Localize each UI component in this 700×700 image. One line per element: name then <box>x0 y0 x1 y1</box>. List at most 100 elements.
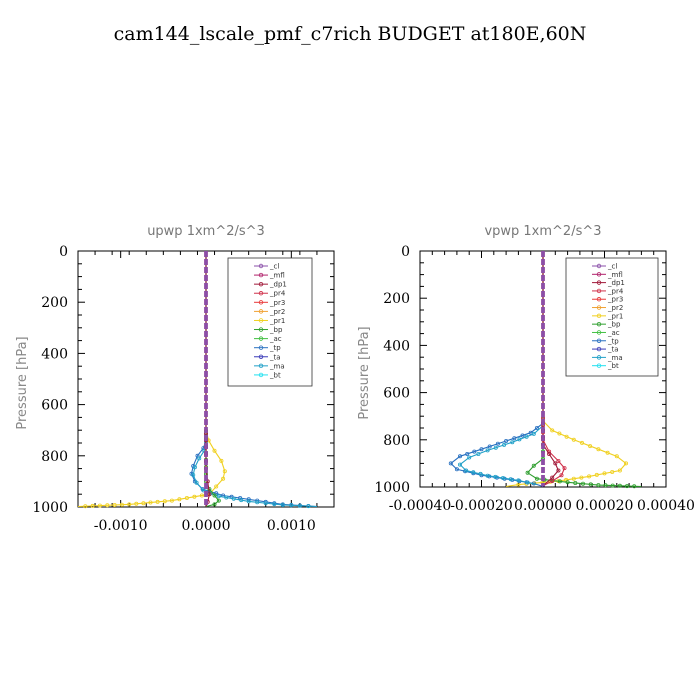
series-marker-pr1 <box>97 503 102 508</box>
series-marker-pr4 <box>559 473 564 478</box>
series-marker-ma <box>289 503 294 508</box>
x-tick-label: -0.00020 <box>450 498 513 514</box>
legend-label: _cl <box>607 263 617 271</box>
series-marker-bp <box>557 479 562 484</box>
legend-marker <box>258 272 264 278</box>
x-tick-label: -0.00040 <box>389 498 452 514</box>
x-tick-label: -0.0010 <box>94 518 148 534</box>
series-marker-ma <box>517 437 522 442</box>
series-marker-ma <box>231 496 236 501</box>
legend-box <box>565 257 659 377</box>
series-marker-pr1 <box>105 503 110 508</box>
legend-label: _bp <box>269 326 283 334</box>
series-marker-ma <box>201 488 206 493</box>
y-tick-label: 600 <box>383 386 410 402</box>
legend-marker <box>596 363 602 368</box>
y-tick-label: 200 <box>41 295 68 311</box>
series-marker-pr1 <box>222 469 227 474</box>
series-marker-ma <box>263 501 268 506</box>
legend-label: _dp1 <box>269 281 287 289</box>
x-tick-label: 0.00000 <box>514 498 572 514</box>
series-marker-ma <box>467 455 472 460</box>
series-marker-ma <box>516 478 521 483</box>
legend-marker <box>258 327 264 332</box>
series-marker-ma <box>510 440 515 445</box>
series-marker-pr1 <box>610 469 615 474</box>
legend-label: _pr4 <box>269 290 286 298</box>
series-marker-pr4 <box>562 466 567 471</box>
x-tick-label: 0.00020 <box>576 498 634 514</box>
legend-marker <box>596 313 602 319</box>
y-tick-label: 1000 <box>32 500 68 516</box>
y-tick-label: 600 <box>41 398 68 414</box>
series-marker-ma <box>493 445 498 450</box>
series-marker-pr1 <box>83 504 88 509</box>
legend-label: _mfl <box>607 271 623 279</box>
series-marker-dp1 <box>547 451 552 456</box>
series-marker-tp <box>454 467 459 472</box>
series-marker-pr1 <box>580 440 585 445</box>
series-marker-tp <box>534 425 539 430</box>
series-marker-tp <box>472 449 477 454</box>
series-line-ma <box>459 251 544 486</box>
legend-marker <box>258 354 264 359</box>
x-tick-label: 0.00040 <box>637 498 695 514</box>
series-marker-pr1 <box>588 444 593 449</box>
series-marker-ma <box>493 474 498 479</box>
series-marker-pr1 <box>169 498 174 503</box>
legend-label: _mfl <box>269 272 285 280</box>
legend-box <box>227 257 313 387</box>
legend-marker <box>596 355 602 360</box>
series-marker-pr1 <box>516 482 521 487</box>
series-marker-ma <box>297 503 302 508</box>
series-marker-bp <box>625 484 630 489</box>
series-marker-tp <box>520 433 525 438</box>
legend-marker <box>596 297 602 302</box>
series-marker-ma <box>272 502 277 507</box>
series-marker-tp <box>465 451 470 456</box>
legend-label: _bt <box>269 371 281 379</box>
series-marker-pr4 <box>556 458 561 463</box>
y-tick-label: 0 <box>401 244 410 260</box>
series-marker-bp <box>581 481 586 486</box>
upwp-panel: upwp 1xm^2/s^3 Pressure [hPa] 0 200 400 600 80… <box>15 224 335 534</box>
series-marker-pr1 <box>605 450 610 455</box>
series-line-pr1 <box>77 251 226 508</box>
series-marker-bp <box>617 483 622 488</box>
series-marker-pr1 <box>112 502 117 507</box>
series-marker-pr1 <box>119 502 124 507</box>
series-marker-ma <box>478 471 483 476</box>
series-marker-dp1 <box>556 468 561 473</box>
series-line-pr4 <box>542 251 566 487</box>
series-marker-pr1 <box>134 501 139 506</box>
legend-marker <box>258 309 264 314</box>
series-marker-bp <box>573 480 578 485</box>
x-tick-label: 0.0000 <box>182 518 231 534</box>
series-marker-ma <box>500 475 505 480</box>
legend-label: _ta <box>269 353 281 361</box>
series-marker-tp <box>504 438 509 443</box>
series-marker-bp <box>610 483 615 488</box>
series-marker-tp <box>487 444 492 449</box>
y-axis-label: Pressure [hPa] <box>15 336 30 429</box>
series-marker-ma <box>471 470 476 475</box>
series-marker-tp <box>495 441 500 446</box>
legend-label: _pr1 <box>269 317 285 325</box>
series-marker-dp1 <box>207 492 212 497</box>
series-marker-pr1 <box>214 484 219 489</box>
series-marker-pr1 <box>199 493 204 498</box>
panel-title: upwp 1xm^2/s^3 <box>147 224 265 239</box>
legend-label: _pr2 <box>607 304 623 312</box>
series-marker-pr1 <box>596 447 601 452</box>
legend-label: _ta <box>607 346 619 354</box>
series-marker-ma <box>191 472 196 477</box>
series-marker-pr1 <box>624 461 629 466</box>
series-marker-ma <box>502 442 507 447</box>
legend-label: _ac <box>269 335 282 343</box>
series-marker-pr1 <box>571 476 576 481</box>
y-tick-label: 400 <box>41 346 68 362</box>
legend-marker <box>258 372 264 378</box>
legend-label: _ma <box>269 362 285 370</box>
series-marker-bp <box>596 483 601 488</box>
series-marker-pr1 <box>141 501 146 506</box>
